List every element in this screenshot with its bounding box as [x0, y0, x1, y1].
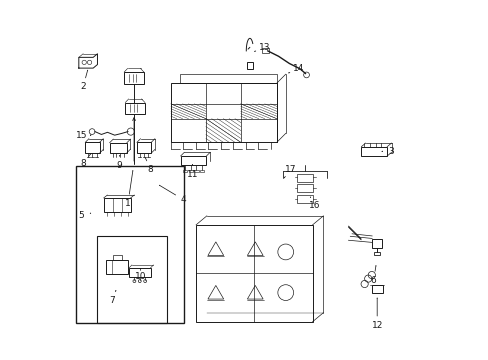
Bar	[297, 184, 313, 192]
Bar	[196, 225, 312, 321]
Bar	[129, 268, 150, 277]
Text: 11: 11	[186, 170, 198, 179]
Text: 10: 10	[135, 272, 146, 281]
Bar	[109, 143, 126, 153]
Bar	[183, 170, 187, 172]
Bar	[137, 142, 151, 153]
Bar	[180, 74, 276, 83]
Text: 2: 2	[80, 82, 86, 91]
Text: 9: 9	[116, 161, 122, 170]
Text: 1: 1	[125, 199, 131, 208]
Bar	[373, 252, 380, 255]
Bar	[297, 174, 313, 182]
Bar	[171, 83, 276, 142]
Text: 13: 13	[258, 43, 269, 52]
Text: 14: 14	[292, 64, 304, 73]
Text: 4: 4	[181, 195, 186, 204]
Text: 16: 16	[308, 201, 320, 210]
Bar	[246, 62, 252, 69]
Text: 17: 17	[285, 165, 296, 174]
Bar	[97, 235, 167, 323]
Bar	[194, 170, 198, 172]
Bar	[103, 198, 130, 212]
Text: 6: 6	[370, 276, 376, 285]
Bar	[124, 72, 143, 84]
Bar	[371, 285, 382, 293]
Text: 7: 7	[109, 296, 115, 305]
Bar	[76, 166, 183, 323]
Bar	[180, 156, 206, 165]
Text: 8: 8	[80, 159, 86, 168]
Bar	[125, 103, 144, 114]
Bar	[361, 147, 386, 156]
Text: 12: 12	[371, 321, 382, 330]
Text: 3: 3	[388, 147, 394, 156]
Circle shape	[303, 72, 309, 78]
Bar	[200, 170, 204, 172]
Bar	[188, 170, 192, 172]
Bar	[113, 255, 122, 260]
Bar	[106, 260, 128, 274]
Text: 5: 5	[78, 211, 84, 220]
Bar	[262, 48, 268, 53]
Bar	[297, 195, 313, 203]
Text: 15: 15	[76, 131, 87, 140]
Bar	[85, 142, 100, 153]
Text: 8: 8	[147, 165, 153, 174]
Bar	[371, 239, 382, 248]
